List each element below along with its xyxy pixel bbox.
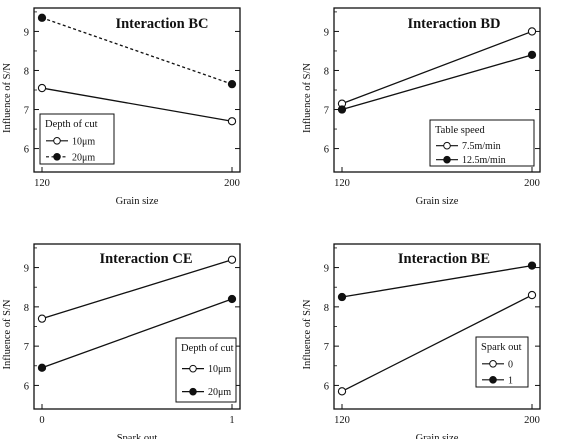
series-line-2 — [41, 17, 233, 85]
y-axis-label: Influence of S/N — [2, 63, 13, 133]
x-axis-label: Spark out — [117, 433, 158, 439]
legend-entry: 10μm — [208, 364, 231, 375]
x-tick-label: 200 — [224, 178, 240, 189]
x-tick-label: 120 — [334, 178, 350, 189]
y-axis-label: Influence of S/N — [302, 63, 313, 133]
chart-title: Interaction BE — [398, 251, 490, 267]
y-tick-label: 6 — [24, 145, 29, 156]
data-point — [527, 261, 537, 270]
series-line-2 — [41, 298, 233, 369]
legend-marker — [443, 141, 451, 150]
chart-panel-4: 6 7 8 9 120 200 Grain size Influence of S/N Inte… — [302, 243, 541, 444]
legend-entry: 0 — [508, 359, 513, 370]
series-line-2 — [341, 264, 533, 298]
chart-panel-3: 6 7 8 9 0 1 Spark out Influence of S/N Interacti… — [2, 243, 241, 444]
legend-marker — [189, 364, 197, 373]
x-tick-label: 1 — [229, 415, 234, 426]
x-axis-label: Grain size — [416, 196, 459, 207]
legend-entry: 1 — [508, 375, 513, 386]
y-tick-label: 8 — [324, 66, 329, 77]
data-point — [527, 27, 537, 36]
series-line-1 — [341, 30, 533, 105]
y-tick-label: 6 — [24, 381, 29, 392]
legend: Table speed 7.5m/min 12.5m/min — [429, 119, 535, 167]
legend-entry: 20μm — [72, 152, 95, 163]
series-line-1 — [341, 294, 533, 392]
legend-box — [475, 336, 529, 388]
chart-title: Interaction BD — [407, 16, 500, 32]
legend-entry: 12.5m/min — [462, 155, 506, 166]
data-point — [37, 83, 47, 93]
y-tick-label: 7 — [324, 342, 329, 353]
chart-panel-1: 6 7 8 9 120 200 Grain size Influence of S/N Inte… — [2, 7, 241, 207]
legend-title: Table speed — [435, 125, 485, 136]
data-point — [527, 50, 537, 60]
series-line-1 — [41, 87, 233, 122]
data-point — [37, 314, 47, 323]
data-point — [337, 105, 347, 114]
x-tick-label: 200 — [524, 178, 540, 189]
y-tick-label: 8 — [24, 66, 29, 77]
data-point — [337, 292, 347, 302]
legend: Spark out 0 1 — [475, 336, 529, 388]
y-tick-label: 9 — [24, 27, 29, 38]
legend-box — [39, 113, 115, 165]
data-point — [527, 290, 537, 300]
y-tick-label: 9 — [324, 264, 329, 275]
x-axis-label: Grain size — [116, 196, 159, 207]
legend-entry: 20μm — [208, 387, 231, 398]
legend-entry: 10μm — [72, 136, 95, 147]
legend-title: Depth of cut — [45, 119, 98, 130]
legend-marker — [443, 155, 451, 164]
y-tick-label: 8 — [24, 303, 29, 314]
legend-title: Spark out — [481, 342, 522, 353]
x-tick-label: 120 — [334, 415, 350, 426]
chart-title: Interaction BC — [115, 16, 208, 32]
legend-marker — [489, 376, 497, 384]
x-tick-label: 200 — [524, 415, 540, 426]
data-point — [227, 117, 237, 126]
legend-marker — [53, 153, 61, 161]
legend-entry: 7.5m/min — [462, 141, 501, 152]
y-axis-label: Influence of S/N — [2, 299, 13, 369]
y-tick-label: 9 — [324, 27, 329, 38]
legend-marker — [489, 360, 497, 368]
y-axis-label: Influence of S/N — [302, 299, 313, 369]
chart-title: Interaction CE — [99, 251, 192, 267]
data-point — [37, 363, 47, 372]
chart-panel-2: 6 7 8 9 120 200 Grain size Influence of S/N Inte… — [302, 7, 541, 207]
y-tick-label: 8 — [324, 303, 329, 314]
legend-marker — [53, 137, 61, 145]
data-point — [227, 255, 237, 264]
data-point — [227, 79, 237, 89]
x-tick-label: 0 — [39, 415, 44, 426]
y-tick-label: 6 — [324, 381, 329, 392]
y-tick-label: 9 — [24, 264, 29, 275]
data-point — [37, 13, 47, 22]
y-tick-label: 7 — [24, 342, 29, 353]
series-line-2 — [341, 54, 533, 111]
x-tick-label: 120 — [34, 178, 50, 189]
y-tick-label: 7 — [24, 106, 29, 117]
legend-marker — [189, 387, 197, 396]
x-axis-label: Grain size — [416, 433, 459, 439]
series-line-1 — [41, 259, 233, 320]
y-tick-label: 6 — [324, 145, 329, 156]
y-tick-label: 7 — [324, 106, 329, 117]
data-point — [337, 387, 347, 396]
legend: Depth of cut 10μm 20μm — [175, 337, 237, 403]
legend: Depth of cut 10μm 20μm — [39, 113, 115, 165]
legend-title: Depth of cut — [181, 343, 234, 354]
data-point — [227, 294, 237, 304]
